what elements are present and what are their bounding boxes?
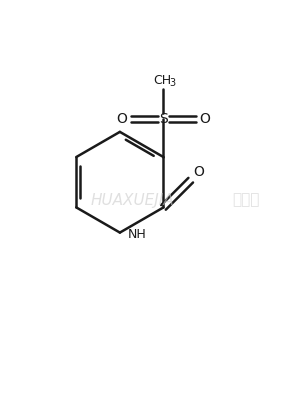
Text: O: O [194,165,205,179]
Text: O: O [117,112,127,126]
Text: O: O [200,112,210,126]
Text: S: S [159,112,168,126]
Text: HUAXUEJIA: HUAXUEJIA [90,192,174,208]
Text: 3: 3 [169,78,176,88]
Text: 化学加: 化学加 [232,192,260,208]
Text: CH: CH [153,74,171,86]
Text: NH: NH [127,228,146,240]
